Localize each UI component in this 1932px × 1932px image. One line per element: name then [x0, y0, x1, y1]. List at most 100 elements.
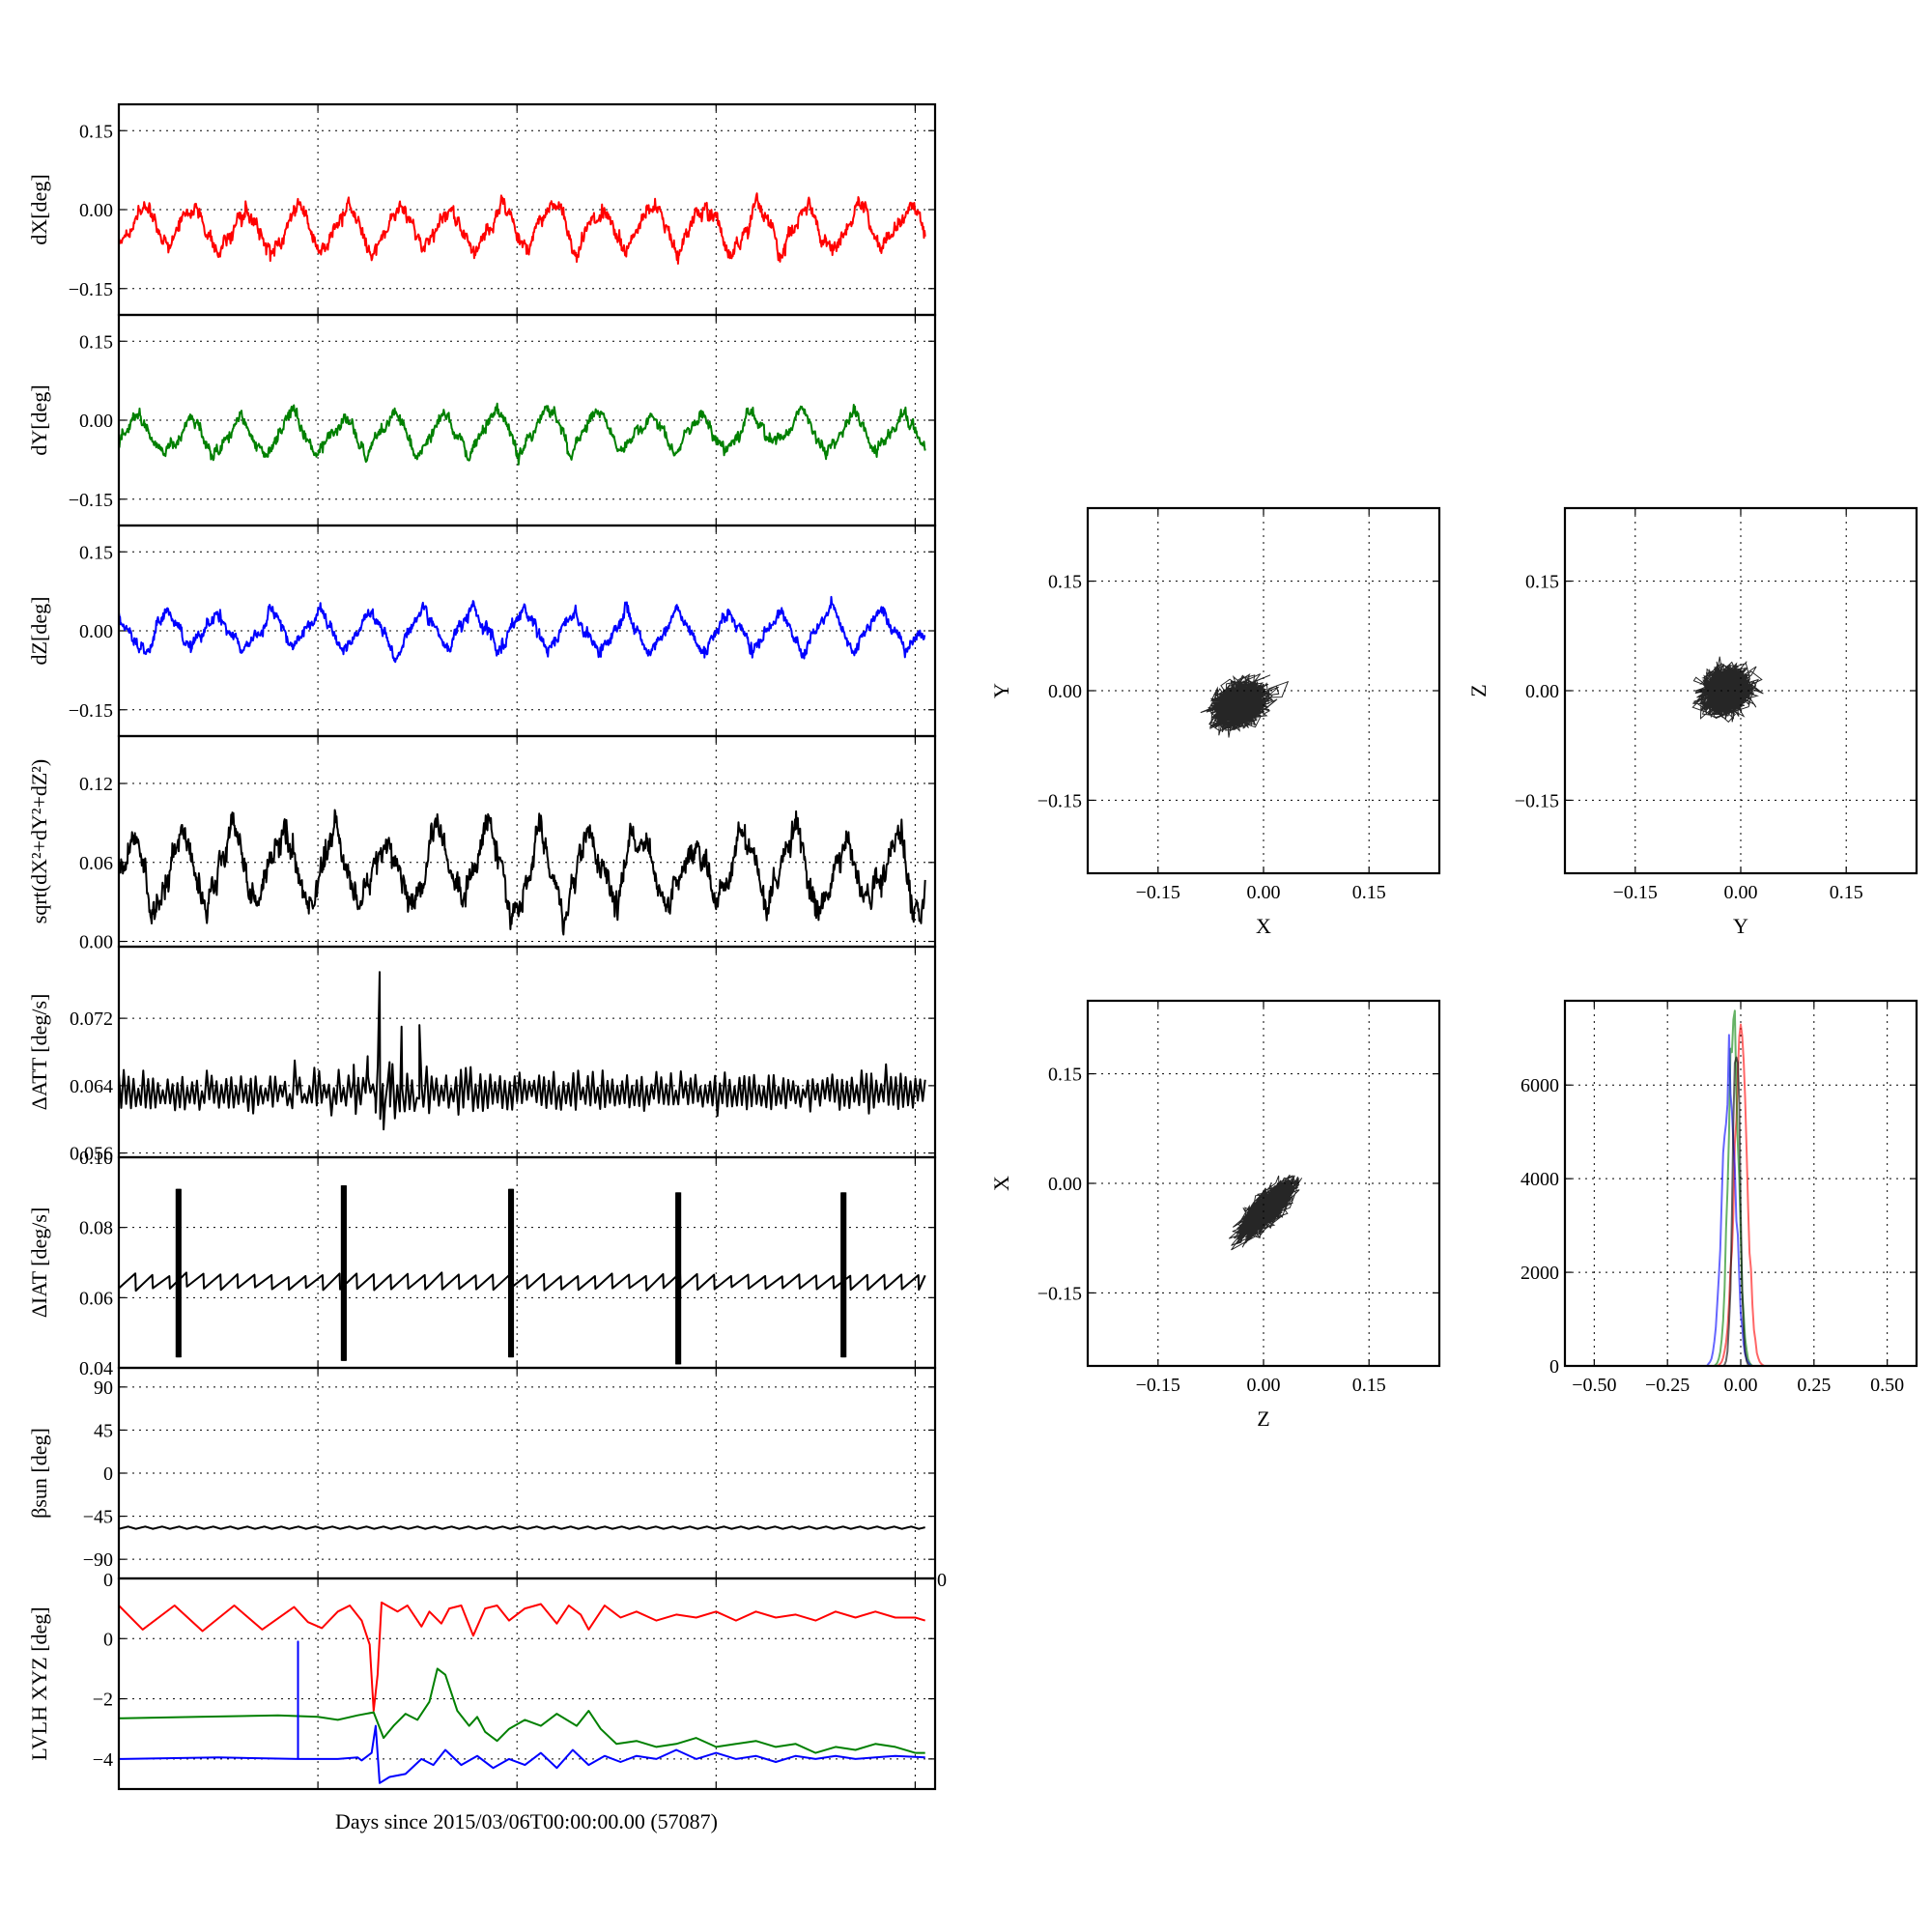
zx-xtick-label: 0.00	[1247, 1375, 1281, 1396]
panel-dz: 0.15 0.00 −0.15 dZ[deg]	[27, 524, 937, 738]
datt-series-mag	[119, 971, 926, 1131]
hist-xtick-label: 0.25	[1797, 1375, 1831, 1396]
dx-gridlines	[119, 104, 935, 315]
datt-axes-frame	[117, 945, 937, 1159]
dz-series-z	[119, 595, 926, 664]
yz-y-axis-label: Z	[1466, 684, 1491, 696]
diat-ytick-label: 0.06	[79, 1288, 113, 1309]
yz-plot-area	[1691, 656, 1764, 724]
zx-x-axis-label: Z	[1257, 1406, 1269, 1431]
lvlh-corner-label: 0	[103, 1570, 113, 1591]
panel-dx: 0.15 0.00 −0.15 dX[deg]	[27, 102, 937, 317]
zx-xtick-label: 0.15	[1352, 1375, 1386, 1396]
datt-plot-area	[119, 971, 926, 1131]
dx-ytick-label: −0.15	[69, 279, 113, 300]
dy-ytick-label: −0.15	[69, 490, 113, 511]
hist-series-z	[1565, 1034, 1917, 1366]
dz-ytick-label: 0.15	[79, 542, 113, 563]
diat-gridlines	[119, 1156, 935, 1369]
hist-ytick-label: 6000	[1520, 1075, 1559, 1096]
hist-series-x	[1565, 1023, 1917, 1366]
lvlh-series-y	[119, 1667, 925, 1754]
panel-zx: −0.15 0.00 0.15 −0.15 0.00 0.15 X Z	[989, 999, 1441, 1431]
hist-plot-area	[1565, 1009, 1917, 1366]
xy-xtick-label: 0.00	[1247, 882, 1281, 903]
xy-plot-area	[1200, 672, 1290, 738]
zx-ytick-label: 0.15	[1048, 1065, 1082, 1086]
dy-ytick-label: 0.00	[79, 411, 113, 432]
lvlh-ytick-label: −2	[93, 1690, 113, 1711]
dy-series-y	[119, 402, 926, 466]
yz-scatter-path	[1691, 656, 1764, 724]
hist-xtick-label: 0.50	[1870, 1375, 1904, 1396]
panel-datt: 0.072 0.064 0.056 ΔATT [deg/s]	[27, 945, 937, 1165]
hist-series-mag	[1565, 1056, 1917, 1366]
mag-ytick-label: 0.00	[79, 932, 113, 953]
diat-plot-area	[119, 1185, 926, 1365]
panel-hist: 0 2000 4000 6000 −0.50 −0.25 0.00 0.25 0.50	[1520, 999, 1918, 1396]
dz-y-axis-label: dZ[deg]	[27, 597, 51, 666]
beta-ytick-label: 0	[103, 1463, 113, 1485]
yz-ytick-label: −0.15	[1515, 790, 1559, 811]
zx-gridlines	[1088, 1001, 1439, 1366]
beta-series-mag	[119, 1525, 926, 1530]
hist-xtick-label: −0.50	[1572, 1375, 1616, 1396]
zx-plot-area	[1228, 1174, 1303, 1251]
beta-plot-area	[119, 1525, 926, 1530]
mag-gridlines	[119, 736, 935, 947]
beta-ytick-label: −45	[83, 1507, 113, 1528]
xy-scatter-trace	[1200, 672, 1290, 738]
diat-spike	[840, 1192, 847, 1358]
datt-ytick-label: 0.056	[70, 1144, 113, 1165]
panel-lvlh: 0 −2 −4 LVLH XYZ [deg] 0 0	[27, 1570, 947, 1791]
xy-xtick-label: −0.15	[1136, 882, 1180, 903]
xy-ytick-label: 0.00	[1048, 681, 1082, 702]
hist-xtick-label: 0.00	[1724, 1375, 1758, 1396]
panel-beta: 90 45 0 −45 −90 βsun [deg]	[27, 1366, 937, 1580]
dx-ytick-label: 0.00	[79, 200, 113, 221]
zx-axes-frame	[1086, 999, 1441, 1368]
lvlh-plot-area	[119, 1601, 925, 1784]
diat-spike	[507, 1188, 515, 1358]
dy-ytick-label: 0.15	[79, 331, 113, 353]
panel-xy: −0.15 0.00 0.15 −0.15 0.00 0.15 Y X	[989, 506, 1441, 938]
lvlh-ytick-label: −4	[93, 1749, 113, 1771]
mag-y-axis-label: sqrt(dX²+dY²+dZ²)	[27, 759, 51, 923]
diat-ytick-label: 0.04	[79, 1358, 113, 1379]
hist-xtick-label: −0.25	[1645, 1375, 1690, 1396]
dy-gridlines	[119, 315, 935, 526]
dz-plot-area	[119, 595, 926, 664]
lvlh-y-axis-label: LVLH XYZ [deg]	[27, 1606, 51, 1760]
lvlh-ytick-label: 0	[103, 1629, 113, 1650]
diat-ytick-label: 0.08	[79, 1218, 113, 1239]
panel-diat: 0.10 0.08 0.06 0.04 ΔIAT [deg/s]	[27, 1148, 937, 1379]
dx-plot-area	[119, 192, 926, 265]
beta-ytick-label: 90	[94, 1378, 113, 1399]
xy-ytick-label: −0.15	[1037, 790, 1082, 811]
xy-y-axis-label: Y	[989, 683, 1013, 698]
datt-ytick-label: 0.064	[70, 1076, 113, 1097]
mag-plot-area	[119, 809, 926, 936]
lvlh-corner-label: 0	[937, 1570, 947, 1591]
dz-ytick-label: −0.15	[69, 700, 113, 722]
yz-axes-frame	[1563, 506, 1918, 875]
dx-ytick-label: 0.15	[79, 121, 113, 142]
dy-plot-area	[119, 402, 926, 466]
chart-panels: 0.15 0.00 −0.15 dX[deg] 0.15 0.00 −0.15 dY[deg]…	[27, 102, 1918, 1791]
xy-axes-frame	[1086, 506, 1441, 875]
yz-ytick-label: 0.15	[1525, 572, 1559, 593]
xy-xtick-label: 0.15	[1352, 882, 1386, 903]
mag-series-mag	[119, 809, 926, 936]
datt-gridlines	[119, 947, 935, 1157]
lvlh-series-z	[119, 1640, 925, 1784]
dz-ytick-label: 0.00	[79, 621, 113, 642]
diat-ytick-label: 0.10	[79, 1148, 113, 1169]
yz-xtick-label: 0.15	[1830, 882, 1863, 903]
yz-xtick-label: 0.00	[1724, 882, 1758, 903]
zx-scatter-trace	[1228, 1174, 1303, 1251]
datt-ytick-label: 0.072	[70, 1009, 113, 1030]
diat-y-axis-label: ΔIAT [deg/s]	[27, 1208, 51, 1319]
beta-ytick-label: −90	[83, 1549, 113, 1571]
hist-ytick-label: 2000	[1520, 1263, 1559, 1284]
